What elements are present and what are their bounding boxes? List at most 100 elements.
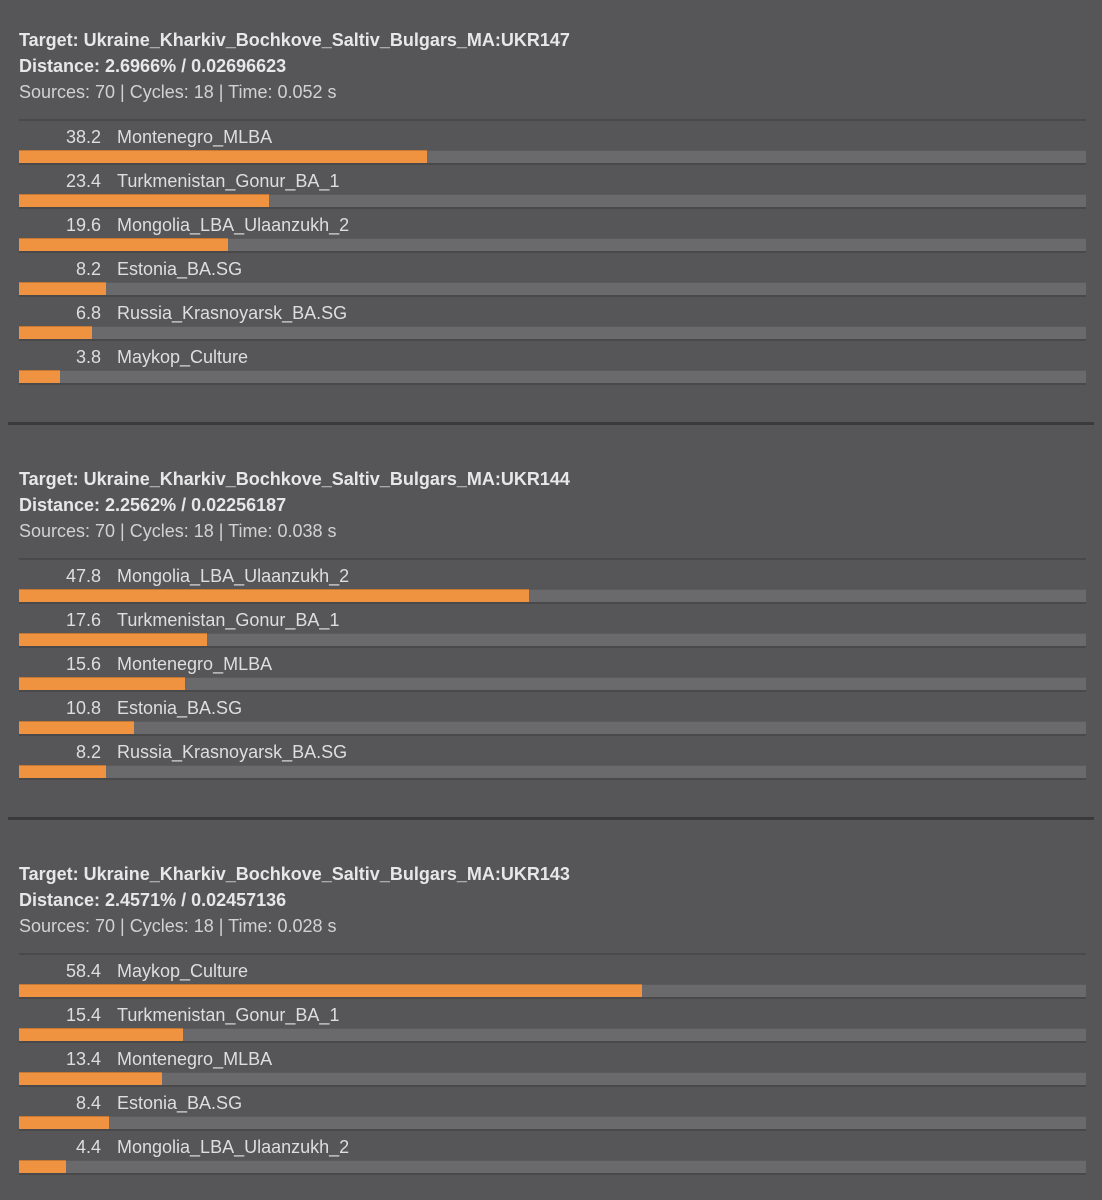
bar-track	[19, 589, 1086, 602]
bar-row: 17.6 Turkmenistan_Gonur_BA_1	[19, 604, 1086, 648]
bar-row-label: 3.8 Maykop_Culture	[19, 347, 1086, 367]
bar-track	[19, 150, 1086, 163]
bar-fill	[19, 984, 643, 997]
bar-value: 58.4	[65, 961, 101, 981]
bar-fill	[19, 194, 269, 207]
distance-line: Distance: 2.2562% / 0.02256187	[19, 495, 287, 515]
distance-line: Distance: 2.4571% / 0.02457136	[19, 890, 287, 910]
bar-row-label: 15.4 Turkmenistan_Gonur_BA_1	[19, 1005, 1086, 1025]
bar-value: 4.4	[75, 1137, 101, 1157]
source-label: Mongolia_LBA_Ulaanzukh_2	[117, 1137, 350, 1157]
target-line: Target: Ukraine_Kharkiv_Bochkove_Saltiv_…	[19, 30, 570, 50]
bar-fill	[19, 721, 135, 734]
bar-row: 3.8 Maykop_Culture	[19, 341, 1086, 385]
bar-chart: 38.2 Montenegro_MLBA 23.4 Turkmenistan_G…	[19, 119, 1086, 385]
source-label: Montenegro_MLBA	[117, 1049, 273, 1069]
source-label: Mongolia_LBA_Ulaanzukh_2	[117, 566, 350, 586]
source-label: Estonia_BA.SG	[117, 698, 243, 718]
bar-chart: 47.8 Mongolia_LBA_Ulaanzukh_2 17.6 Turkm…	[19, 558, 1086, 780]
bar-row: 15.4 Turkmenistan_Gonur_BA_1	[19, 999, 1086, 1043]
source-label: Maykop_Culture	[117, 347, 249, 367]
bar-fill	[19, 150, 427, 163]
bar-value: 8.2	[75, 742, 101, 762]
bar-row-label: 47.8 Mongolia_LBA_Ulaanzukh_2	[19, 566, 1086, 586]
bar-row-label: 4.4 Mongolia_LBA_Ulaanzukh_2	[19, 1137, 1086, 1157]
bar-fill	[19, 1116, 109, 1129]
bar-row: 8.2 Russia_Krasnoyarsk_BA.SG	[19, 736, 1086, 780]
bar-fill	[19, 1160, 66, 1173]
bar-value: 47.8	[65, 566, 101, 586]
bar-value: 8.2	[75, 259, 101, 279]
bar-row: 47.8 Mongolia_LBA_Ulaanzukh_2	[19, 560, 1086, 604]
bar-track	[19, 765, 1086, 778]
bar-fill	[19, 238, 229, 251]
bar-value: 15.6	[65, 654, 101, 674]
bar-value: 38.2	[65, 127, 101, 147]
bar-row-label: 58.4 Maykop_Culture	[19, 961, 1086, 981]
bar-track	[19, 984, 1086, 997]
bar-chart: 58.4 Maykop_Culture 15.4 Turkmenistan_Go…	[19, 953, 1086, 1175]
bar-row: 10.8 Estonia_BA.SG	[19, 692, 1086, 736]
sources-cycles-time-line: Sources: 70 | Cycles: 18 | Time: 0.038 s	[19, 521, 337, 541]
bar-track	[19, 1072, 1086, 1085]
bar-value: 6.8	[75, 303, 101, 323]
bar-row-label: 8.2 Russia_Krasnoyarsk_BA.SG	[19, 742, 1086, 762]
target-result-block: Target: Ukraine_Kharkiv_Bochkove_Saltiv_…	[0, 27, 1102, 385]
source-label: Mongolia_LBA_Ulaanzukh_2	[117, 215, 350, 235]
bar-fill	[19, 589, 530, 602]
bar-value: 17.6	[65, 610, 101, 630]
source-label: Turkmenistan_Gonur_BA_1	[117, 610, 340, 630]
bar-fill	[19, 326, 92, 339]
bar-row-label: 8.4 Estonia_BA.SG	[19, 1093, 1086, 1113]
bar-row: 38.2 Montenegro_MLBA	[19, 121, 1086, 165]
bar-track	[19, 1160, 1086, 1173]
bar-track	[19, 282, 1086, 295]
block-separator	[8, 817, 1094, 820]
bar-track	[19, 1028, 1086, 1041]
target-result-block: Target: Ukraine_Kharkiv_Bochkove_Saltiv_…	[0, 466, 1102, 780]
bar-row: 23.4 Turkmenistan_Gonur_BA_1	[19, 165, 1086, 209]
bar-value: 19.6	[65, 215, 101, 235]
source-label: Montenegro_MLBA	[117, 127, 273, 147]
bar-row: 8.2 Estonia_BA.SG	[19, 253, 1086, 297]
bar-fill	[19, 370, 60, 383]
bar-value: 13.4	[65, 1049, 101, 1069]
source-label: Montenegro_MLBA	[117, 654, 273, 674]
bar-track	[19, 370, 1086, 383]
source-label: Estonia_BA.SG	[117, 1093, 243, 1113]
bar-fill	[19, 282, 107, 295]
bar-row-label: 6.8 Russia_Krasnoyarsk_BA.SG	[19, 303, 1086, 323]
source-label: Turkmenistan_Gonur_BA_1	[117, 171, 340, 191]
bar-row-label: 23.4 Turkmenistan_Gonur_BA_1	[19, 171, 1086, 191]
block-separator	[8, 422, 1094, 425]
bar-row-label: 38.2 Montenegro_MLBA	[19, 127, 1086, 147]
distance-line: Distance: 2.6966% / 0.02696623	[19, 56, 287, 76]
bar-row: 13.4 Montenegro_MLBA	[19, 1043, 1086, 1087]
bar-row-label: 17.6 Turkmenistan_Gonur_BA_1	[19, 610, 1086, 630]
bar-row: 6.8 Russia_Krasnoyarsk_BA.SG	[19, 297, 1086, 341]
bar-value: 10.8	[65, 698, 101, 718]
bar-row-label: 10.8 Estonia_BA.SG	[19, 698, 1086, 718]
target-line: Target: Ukraine_Kharkiv_Bochkove_Saltiv_…	[19, 864, 570, 884]
bar-row-label: 8.2 Estonia_BA.SG	[19, 259, 1086, 279]
bar-fill	[19, 765, 107, 778]
bar-value: 3.8	[75, 347, 101, 367]
target-line: Target: Ukraine_Kharkiv_Bochkove_Saltiv_…	[19, 469, 570, 489]
bar-track	[19, 326, 1086, 339]
bar-fill	[19, 1028, 184, 1041]
bar-value: 15.4	[65, 1005, 101, 1025]
bar-fill	[19, 677, 186, 690]
bar-value: 8.4	[75, 1093, 101, 1113]
source-label: Turkmenistan_Gonur_BA_1	[117, 1005, 340, 1025]
sources-cycles-time-line: Sources: 70 | Cycles: 18 | Time: 0.028 s	[19, 916, 337, 936]
bar-row-label: 15.6 Montenegro_MLBA	[19, 654, 1086, 674]
bar-track	[19, 194, 1086, 207]
source-label: Russia_Krasnoyarsk_BA.SG	[117, 303, 348, 323]
bar-track	[19, 677, 1086, 690]
bar-row: 15.6 Montenegro_MLBA	[19, 648, 1086, 692]
bar-track	[19, 238, 1086, 251]
bar-fill	[19, 633, 207, 646]
bar-value: 23.4	[65, 171, 101, 191]
bar-track	[19, 633, 1086, 646]
